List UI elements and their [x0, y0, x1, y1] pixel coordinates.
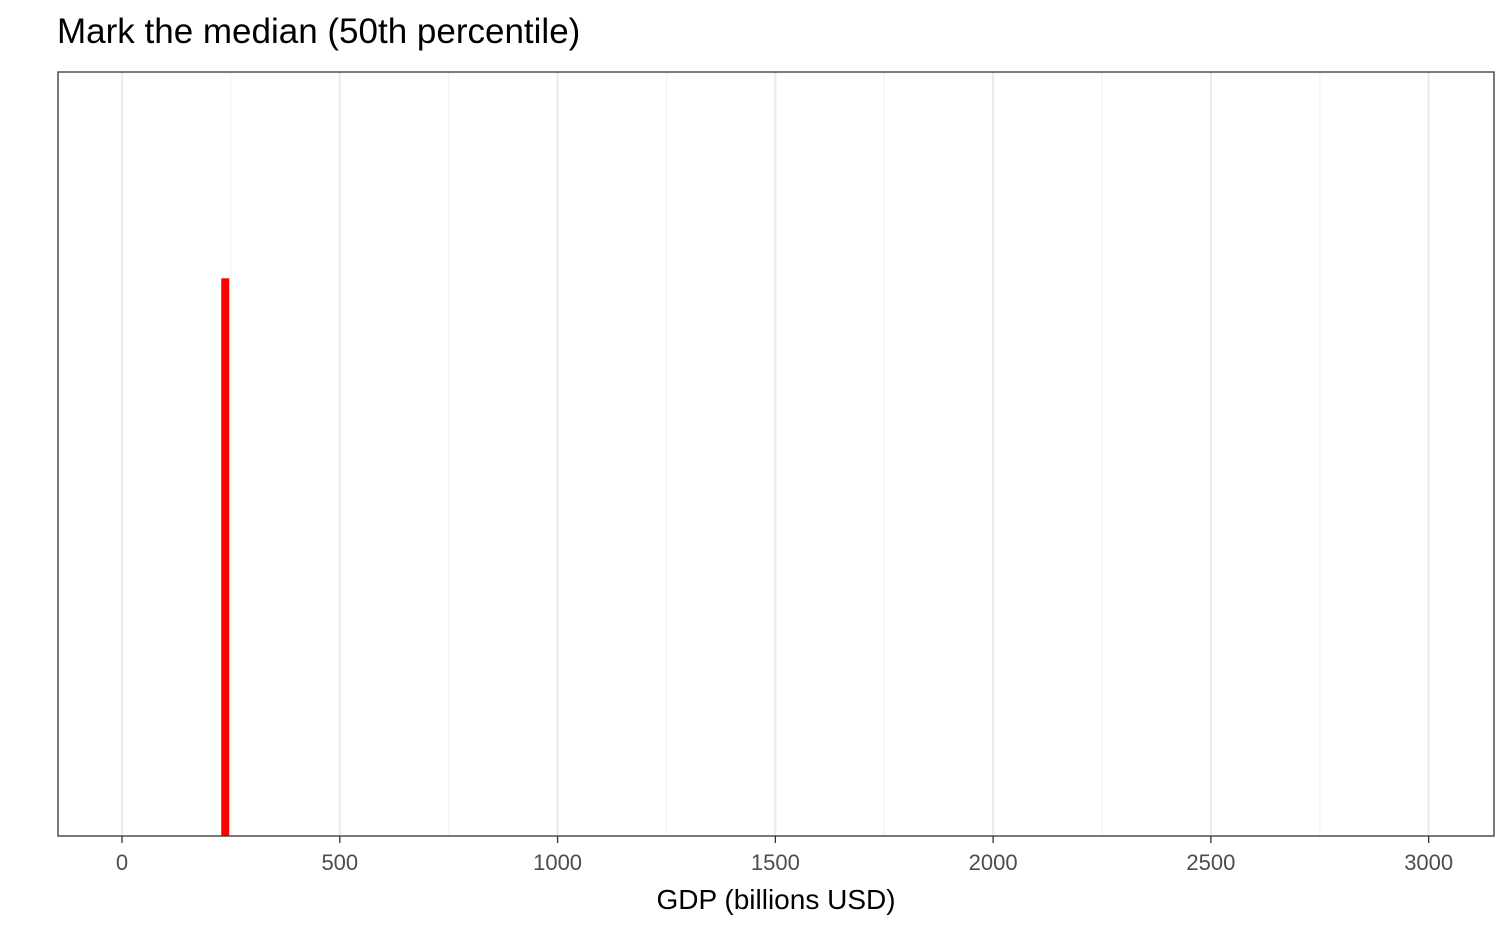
median-bar: [221, 278, 230, 836]
x-tick-label: 3000: [1404, 850, 1453, 875]
minor-gridlines: [230, 72, 1321, 836]
panel-border: [57, 71, 1495, 837]
x-tick-label: 1000: [533, 850, 582, 875]
chart-title: Mark the median (50th percentile): [57, 12, 581, 51]
major-gridlines: [120, 72, 1430, 836]
x-tick-label: 1500: [751, 850, 800, 875]
x-tick-label: 500: [321, 850, 358, 875]
chart-marks: [221, 278, 230, 836]
x-axis-ticks: [121, 836, 1430, 843]
x-axis-title: GDP (billions USD): [656, 884, 895, 915]
x-tick-label: 2500: [1186, 850, 1235, 875]
x-axis-tick-labels: 0 500 1000 1500 2000 2500 3000: [116, 850, 1453, 875]
x-tick-label: 0: [116, 850, 128, 875]
x-tick-label: 2000: [969, 850, 1018, 875]
